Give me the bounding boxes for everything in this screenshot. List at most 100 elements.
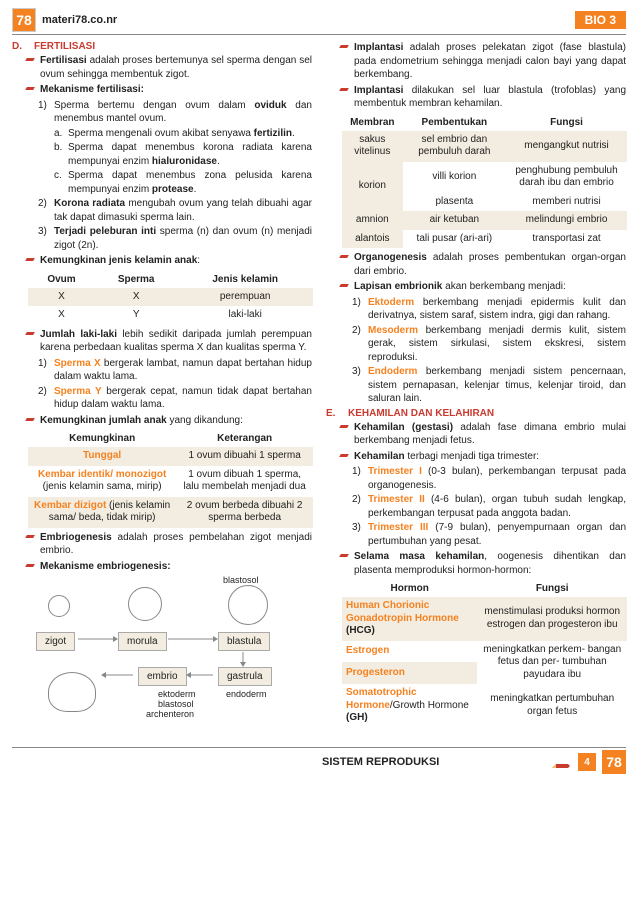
b: Sperma Y — [54, 386, 102, 397]
columns: D. FERTILISASI Fertilisasi adalah proses… — [12, 39, 626, 741]
pencil-icon — [550, 754, 572, 770]
td: sel embrio dan pembuluh darah — [403, 131, 506, 162]
table-membran: MembranPembentukanFungsi sakus vitelinus… — [342, 114, 627, 249]
row: XYlaki-laki — [28, 306, 313, 325]
td: X — [95, 288, 177, 307]
li: 1)Sperma X bergerak lambat, namun dapat … — [38, 357, 312, 384]
sec-title: FERTILISASI — [34, 41, 95, 52]
th: Pembentukan — [403, 114, 506, 131]
t: Mesoderm berkembang menjadi dermis kulit… — [368, 324, 626, 365]
sec-letter: E. — [326, 408, 340, 419]
td: alantois — [342, 230, 403, 249]
bullet-icon — [26, 330, 36, 338]
b: Mekanisme fertilisasi: — [40, 84, 144, 95]
logo-icon: 78 — [602, 750, 626, 774]
t: Ektoderm berkembang menjadi epidermis ku… — [368, 296, 626, 323]
row: sakus vitelinussel embrio dan pembuluh d… — [342, 131, 627, 162]
logo-icon: 78 — [12, 8, 36, 32]
li: 2)Korona radiata mengubah ovum yang tela… — [38, 197, 312, 224]
item: Selama masa kehamilan, oogenesis dihenti… — [340, 550, 626, 577]
text: Selama masa kehamilan, oogenesis dihenti… — [354, 550, 626, 577]
text: Kemungkinan jenis kelamin anak: — [40, 254, 312, 268]
td: transportasi zat — [506, 230, 627, 249]
td: 1 ovum dibuah 1 sperma, lalu membelah me… — [176, 466, 313, 497]
td: Y — [95, 306, 177, 325]
b: Ektoderm — [368, 297, 414, 308]
li: 2)Trimester II (4-6 bulan), organ tubuh … — [352, 493, 626, 520]
th: Kemungkinan — [28, 430, 176, 447]
b: (HCG) — [346, 625, 375, 636]
t: terbagi menjadi tiga trimester: — [405, 451, 540, 462]
n: 2) — [38, 197, 54, 224]
th: Keterangan — [176, 430, 313, 447]
t: Trimester II (4-6 bulan), organ tubuh su… — [368, 493, 626, 520]
t: /Growth Hormone — [390, 700, 469, 711]
table-kembar: KemungkinanKeterangan Tunggal 1 ovum dibu… — [28, 430, 313, 528]
section-e: E. KEHAMILAN DAN KELAHIRAN — [326, 408, 626, 419]
td: Somatotrophic Hormone/Growth Hormone (GH… — [342, 684, 477, 728]
text: Kemungkinan jumlah anak yang dikandung: — [40, 414, 312, 428]
text: Implantasi adalah proses pelekatan zigot… — [354, 41, 626, 82]
b: Human Chorionic Gonadotropin Hormone — [346, 600, 459, 624]
t: (jenis kelamin sama, mirip) — [43, 481, 162, 492]
row: Kembar dizigot (jenis kelamin sama/ beda… — [28, 497, 313, 528]
row: Estrogenmeningkatkan perkem- bangan fetu… — [342, 641, 627, 663]
li: 1)Sperma bertemu dengan ovum dalam ovidu… — [38, 99, 312, 126]
num-list: 2)Korona radiata mengubah ovum yang tela… — [38, 197, 312, 252]
table-hormon: HormonFungsi Human Chorionic Gonadotropi… — [342, 580, 627, 728]
th: Membran — [342, 114, 403, 131]
t: Trimester III (7-9 bulan), penyempurnaan… — [368, 521, 626, 548]
text: Organogenesis adalah proses pembentukan … — [354, 251, 626, 278]
item: Jumlah laki-laki lebih sedikit daripada … — [26, 328, 312, 355]
badge: BIO 3 — [575, 11, 626, 29]
sub-list: a.Sperma mengenali ovum akibat senyawa f… — [54, 127, 312, 197]
t: Endoderm berkembang menjadi sistem pence… — [368, 365, 626, 406]
td: laki-laki — [177, 306, 313, 325]
b: hialuronidase — [152, 156, 217, 167]
bullet-icon — [340, 552, 350, 560]
item: Kemungkinan jenis kelamin anak: — [26, 254, 312, 268]
t: Sperma mengenali ovum akibat senyawa — [68, 128, 254, 139]
li: a.Sperma mengenali ovum akibat senyawa f… — [54, 127, 312, 141]
t: Sperma dapat menembus korona radiata kar… — [68, 141, 312, 168]
t: Sperma bertemu dengan ovum dalam oviduk … — [54, 99, 312, 126]
li: 2)Sperma Y bergerak cepat, namun tidak d… — [38, 385, 312, 412]
row: XXperempuan — [28, 288, 313, 307]
row: KemungkinanKeterangan — [28, 430, 313, 447]
row: MembranPembentukanFungsi — [342, 114, 627, 131]
td: Estrogen — [342, 641, 477, 663]
td: Kembar dizigot (jenis kelamin sama/ beda… — [28, 497, 176, 528]
t: Sperma Y bergerak cepat, namun tidak dap… — [54, 385, 312, 412]
num-list: 1)Ektoderm berkembang menjadi epidermis … — [352, 296, 626, 406]
b: Terjadi peleburan inti — [54, 226, 156, 237]
b: Estrogen — [346, 645, 389, 656]
text: Implantasi dilakukan sel luar blastula (… — [354, 84, 626, 111]
col-right: Implantasi adalah proses pelekatan zigot… — [326, 39, 626, 741]
td: memberi nutrisi — [506, 193, 627, 212]
n: 1) — [38, 99, 54, 126]
page: 78 materi78.co.nr BIO 3 D. FERTILISASI F… — [0, 0, 638, 778]
row: Kembar identik/ monozigot (jenis kelamin… — [28, 466, 313, 497]
site-name: materi78.co.nr — [42, 14, 117, 26]
n: 3) — [352, 365, 368, 406]
th: Jenis kelamin — [177, 271, 313, 288]
text: Kehamilan terbagi menjadi tiga trimester… — [354, 450, 626, 464]
t: Trimester I (0-3 bulan), perkembangan te… — [368, 465, 626, 492]
td: korion — [342, 162, 403, 212]
li: 3)Trimester III (7-9 bulan), penyempurna… — [352, 521, 626, 548]
li: b.Sperma dapat menembus korona radiata k… — [54, 141, 312, 168]
bullet-icon — [26, 562, 36, 570]
num-list: 1)Sperma X bergerak lambat, namun dapat … — [38, 357, 312, 412]
row: amnionair ketubanmelindungi embrio — [342, 211, 627, 230]
b: Mesoderm — [368, 325, 418, 336]
td: 1 ovum dibuahi 1 sperma — [176, 447, 313, 466]
li: 3)Endoderm berkembang menjadi sistem pen… — [352, 365, 626, 406]
t: Terjadi peleburan inti sperma (n) dan ov… — [54, 225, 312, 252]
header-left: 78 materi78.co.nr — [12, 8, 117, 32]
t: Sperma X bergerak lambat, namun dapat be… — [54, 357, 312, 384]
text: Mekanisme embriogenesis: — [40, 560, 312, 574]
b: oviduk — [254, 100, 286, 111]
arrows-icon — [28, 577, 308, 737]
b: Tunggal — [83, 450, 121, 461]
item: Mekanisme fertilisasi: — [26, 83, 312, 97]
